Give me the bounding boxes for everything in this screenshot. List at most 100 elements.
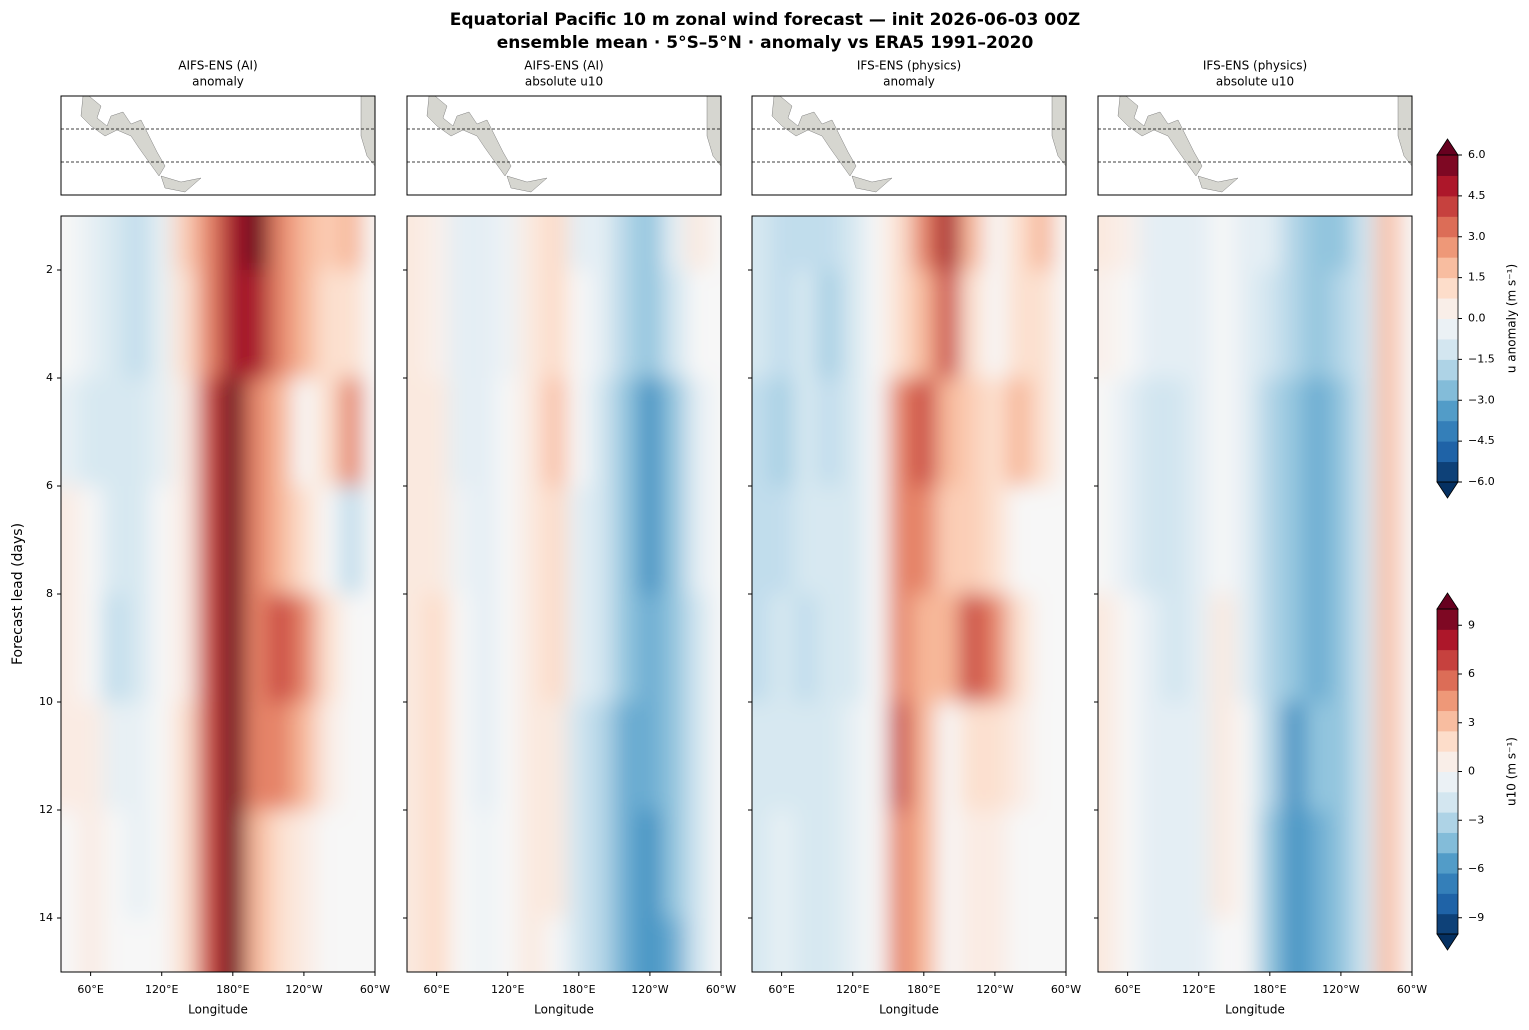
colorbar-band [1437, 420, 1458, 442]
cell [543, 486, 568, 595]
cell [1281, 486, 1306, 595]
cell [840, 216, 866, 271]
cell [543, 918, 568, 972]
cell [590, 378, 615, 487]
cell [244, 270, 269, 379]
cell [614, 702, 639, 811]
cell [1163, 594, 1188, 703]
cell [959, 378, 984, 487]
cell [519, 378, 544, 487]
cell [1115, 594, 1140, 703]
map-frame [60, 95, 376, 196]
cell [149, 810, 175, 919]
cell [614, 270, 639, 379]
colorbar-band [1437, 359, 1458, 381]
cell [1115, 810, 1140, 919]
cell [1281, 378, 1306, 487]
cell [244, 378, 269, 487]
x-tick-label: 180°E [562, 983, 595, 996]
cell [1281, 918, 1306, 972]
cell [126, 810, 151, 919]
colorbar-band [1437, 298, 1458, 319]
y-tick-label: 8 [46, 587, 53, 600]
x-tick-label: 180°E [1253, 983, 1286, 996]
cell [61, 702, 80, 811]
field-cells [407, 216, 721, 972]
cell [1163, 810, 1188, 919]
cell [590, 918, 615, 972]
cell [61, 486, 80, 595]
cell [1352, 918, 1377, 972]
cell [244, 216, 269, 271]
cell [149, 594, 175, 703]
x-tick-label: 120°E [1182, 983, 1215, 996]
land [771, 96, 1066, 193]
cell [1257, 486, 1283, 595]
cell [590, 486, 615, 595]
cell [339, 594, 364, 703]
cell [888, 810, 913, 919]
x-tick-label: 180°E [907, 983, 940, 996]
cell [102, 810, 127, 919]
cell [1163, 702, 1188, 811]
cell [78, 594, 103, 703]
cell [149, 378, 175, 487]
cell [1030, 486, 1055, 595]
cell [1139, 378, 1164, 487]
cell [1098, 216, 1117, 271]
cell [1139, 216, 1164, 271]
cell [590, 270, 615, 379]
cell [888, 594, 913, 703]
cell [495, 918, 521, 972]
cell [472, 594, 497, 703]
cell [472, 918, 497, 972]
cell [1006, 702, 1031, 811]
cell [519, 918, 544, 972]
map-inset [407, 96, 721, 193]
cell [339, 702, 364, 811]
x-tick-label: 120°W [631, 983, 668, 996]
cell [1352, 216, 1377, 271]
panel-title: AIFS-ENS (AI) [178, 59, 258, 73]
cell [959, 810, 984, 919]
cell [911, 486, 937, 595]
cell [817, 810, 842, 919]
cell [495, 270, 521, 379]
colorbar-band [1437, 441, 1458, 463]
cell [1030, 810, 1055, 919]
cell [268, 270, 293, 379]
colorbar-band [1437, 649, 1458, 671]
cell [566, 594, 592, 703]
cell [1030, 702, 1055, 811]
cell [817, 594, 842, 703]
cell [149, 702, 175, 811]
colorbar-band [1437, 629, 1458, 651]
colorbar-band [1437, 257, 1458, 279]
cell [661, 216, 686, 271]
cell [472, 378, 497, 487]
cell [1210, 918, 1235, 972]
cell [1400, 594, 1412, 703]
colorbar-band [1437, 730, 1458, 752]
x-tick-label: 60°W [706, 983, 736, 996]
land [1117, 96, 1412, 193]
cell [363, 270, 375, 379]
cell [220, 810, 246, 919]
cell [590, 810, 615, 919]
cell [448, 918, 473, 972]
cell [339, 810, 364, 919]
cell [661, 486, 686, 595]
map-inset [61, 96, 375, 193]
cell [752, 486, 771, 595]
cell [709, 270, 721, 379]
cell [78, 918, 103, 972]
colorbar-band [1437, 852, 1458, 874]
cell [590, 216, 615, 271]
cell [220, 216, 246, 271]
cell [769, 810, 794, 919]
cell [519, 810, 544, 919]
colorbar-tick-label: −6.0 [1468, 475, 1495, 488]
cell [197, 594, 222, 703]
cell [1186, 810, 1212, 919]
cell [424, 270, 449, 379]
